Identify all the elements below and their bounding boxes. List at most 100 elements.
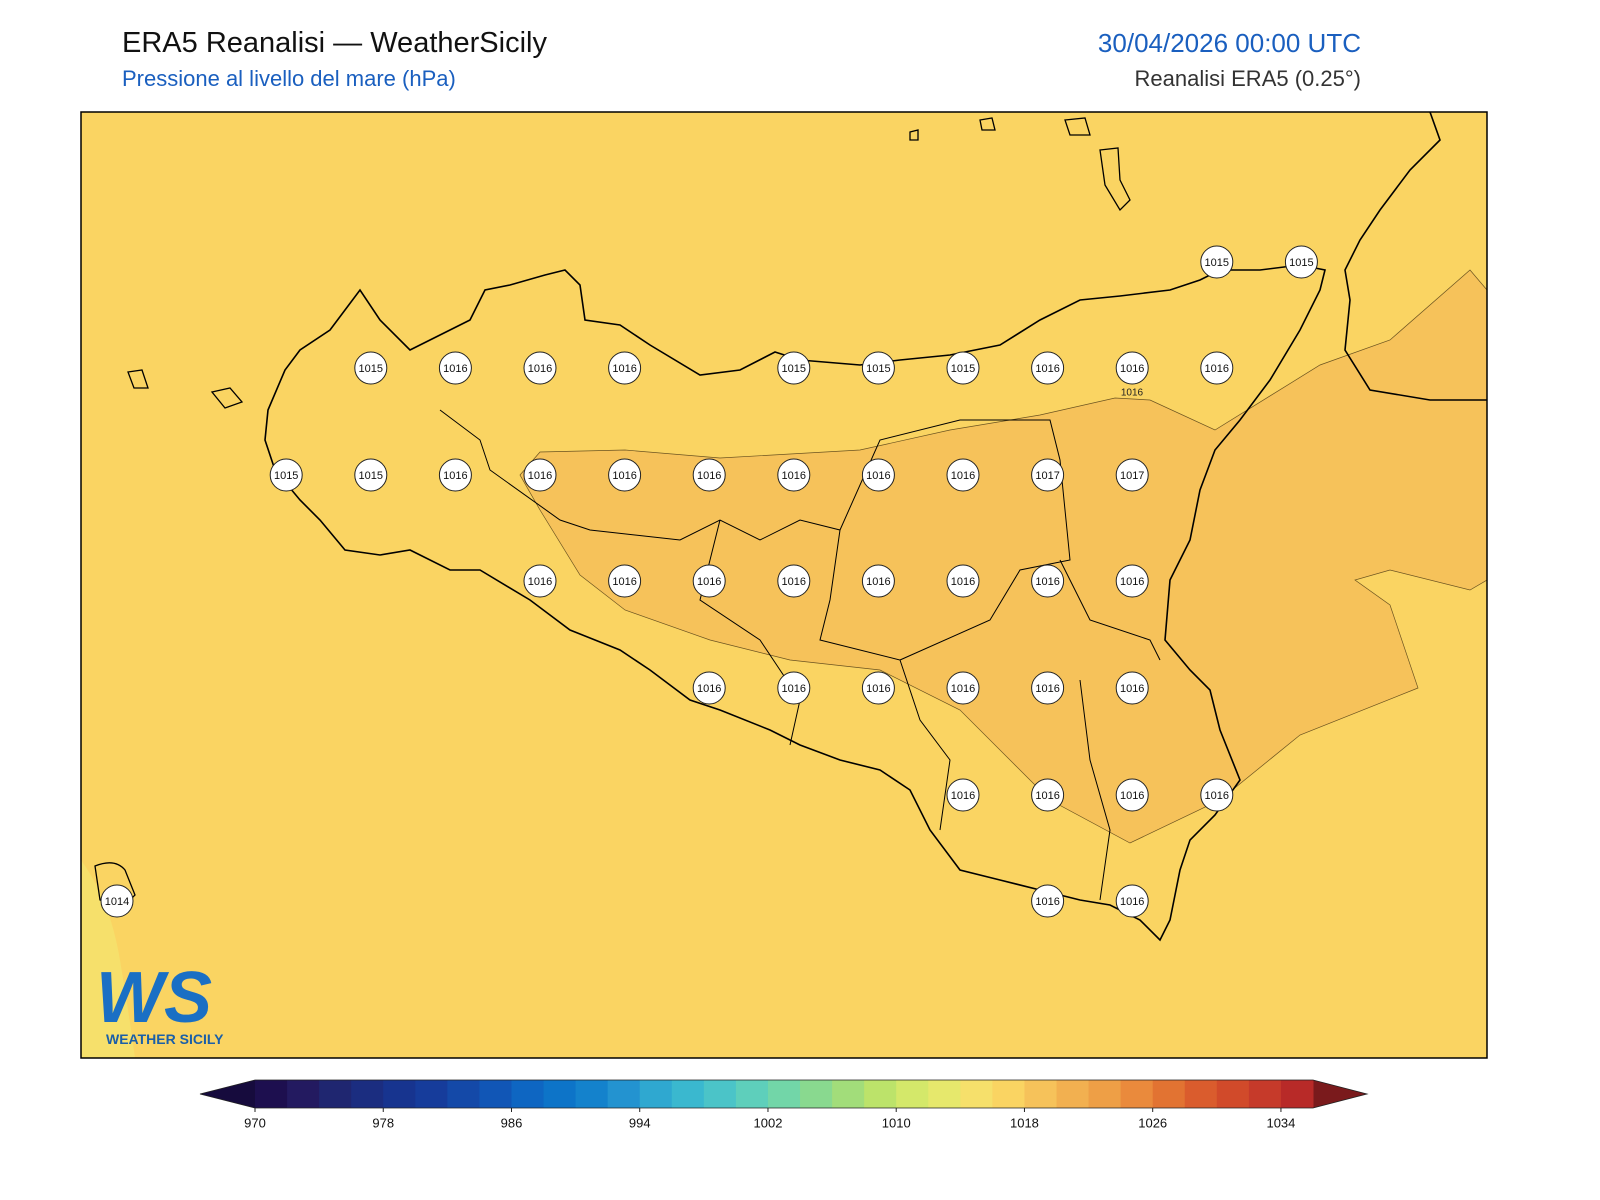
station-marker: [1115, 458, 1149, 492]
station: 1016: [1200, 351, 1234, 385]
station: 1016: [861, 671, 895, 705]
station: 1016: [946, 564, 980, 598]
station-value: 1015: [1289, 257, 1313, 269]
station: 1016: [523, 564, 557, 598]
station: 1016: [1115, 671, 1149, 705]
map-frame: [80, 111, 1488, 1059]
colorbar-tick-label: 970: [244, 1115, 266, 1130]
station: 1015: [861, 351, 895, 385]
station-value: 1016: [1120, 790, 1144, 802]
station-marker: [692, 671, 726, 705]
station-marker: [523, 351, 557, 385]
datetime: 30/04/2026 00:00 UTC: [1098, 28, 1361, 58]
station: 1017: [1031, 458, 1065, 492]
station-marker: [861, 564, 895, 598]
station: 1016: [438, 351, 472, 385]
colorbar-segment: [543, 1080, 577, 1108]
station: 1016: [861, 458, 895, 492]
colorbar-tick-label: 1002: [754, 1115, 783, 1130]
colorbar-segment: [960, 1080, 993, 1108]
station-marker: [1284, 245, 1318, 279]
station-marker: [608, 351, 642, 385]
station-marker: [1115, 351, 1149, 385]
station: 1015: [1200, 245, 1234, 279]
colorbar-segment: [767, 1080, 801, 1108]
colorbar-tick-label: 994: [629, 1115, 651, 1130]
province-boundaries: [439, 409, 1161, 901]
station-value: 1016: [866, 683, 890, 695]
station: 1016: [1200, 778, 1234, 812]
colorbar-segment: [1280, 1080, 1314, 1108]
colorbar-segment: [319, 1080, 352, 1108]
colorbar-tick-label: 1026: [1138, 1115, 1167, 1130]
calabria-coastline: [1344, 111, 1487, 401]
station-value: 1016: [612, 576, 636, 588]
stations: 1015 1015 1015 1016 1016 1016 1015 1015 1015 1016…: [100, 245, 1318, 918]
colorbar-segment: [1248, 1080, 1282, 1108]
colorbar-segment: [1184, 1080, 1218, 1108]
station-marker: [946, 351, 980, 385]
station-value: 1016: [951, 683, 975, 695]
colorbar-segment: [479, 1080, 512, 1108]
station: 1016: [1031, 671, 1065, 705]
station-value: 1016: [528, 576, 552, 588]
station-value: 1015: [359, 363, 383, 375]
station-value: 1016: [697, 470, 721, 482]
logo-mark: WS: [96, 958, 212, 1038]
station-marker: [438, 351, 472, 385]
station-marker: [1031, 884, 1065, 918]
station-value: 1016: [1035, 363, 1059, 375]
station-value: 1015: [866, 363, 890, 375]
colorbar-segment: [383, 1080, 416, 1108]
station: 1016: [608, 351, 642, 385]
logo-text: WEATHER SICILY: [106, 1031, 224, 1047]
colorbar-segment: [287, 1080, 320, 1108]
station-value: 1014: [105, 896, 129, 908]
station: 1015: [946, 351, 980, 385]
station-value: 1015: [274, 470, 298, 482]
station-marker: [1031, 351, 1065, 385]
station-marker: [523, 564, 557, 598]
station-value: 1017: [1120, 470, 1144, 482]
station-marker: [777, 564, 811, 598]
station: 1016: [692, 564, 726, 598]
station: 1016: [523, 458, 557, 492]
station-marker: [100, 884, 134, 918]
colorbar-segment: [1056, 1080, 1090, 1108]
station-marker: [1031, 778, 1065, 812]
contour-label: 1016: [1121, 388, 1144, 399]
station-marker: [777, 671, 811, 705]
station-value: 1016: [612, 470, 636, 482]
station-value: 1016: [1205, 363, 1229, 375]
colorbar-segment: [832, 1080, 865, 1108]
station-marker: [1115, 671, 1149, 705]
station-marker: [1115, 564, 1149, 598]
colorbar-segment: [928, 1080, 961, 1108]
station-marker: [692, 458, 726, 492]
station: 1016: [608, 564, 642, 598]
colorbar-tick-label: 978: [372, 1115, 394, 1130]
station: 1016: [692, 458, 726, 492]
station-value: 1016: [697, 576, 721, 588]
station-marker: [861, 671, 895, 705]
colorbar-segment: [1120, 1080, 1154, 1108]
station-marker: [777, 458, 811, 492]
sicily-coastline: [264, 264, 1326, 942]
station-marker: [1031, 671, 1065, 705]
station-marker: [1031, 458, 1065, 492]
colorbar-segment: [255, 1080, 288, 1108]
colorbar-segment: [511, 1080, 545, 1108]
station-value: 1016: [782, 576, 806, 588]
station-marker: [1115, 884, 1149, 918]
station-marker: [608, 564, 642, 598]
station-value: 1017: [1035, 470, 1059, 482]
station: 1016: [523, 351, 557, 385]
station-marker: [861, 351, 895, 385]
subtitle: Pressione al livello del mare (hPa): [122, 66, 456, 91]
station-value: 1016: [782, 470, 806, 482]
source: Reanalisi ERA5 (0.25°): [1135, 66, 1361, 91]
station: 1016: [777, 564, 811, 598]
station: 1016: [1031, 351, 1065, 385]
colorbar-segment: [735, 1080, 769, 1108]
station: 1016: [861, 564, 895, 598]
